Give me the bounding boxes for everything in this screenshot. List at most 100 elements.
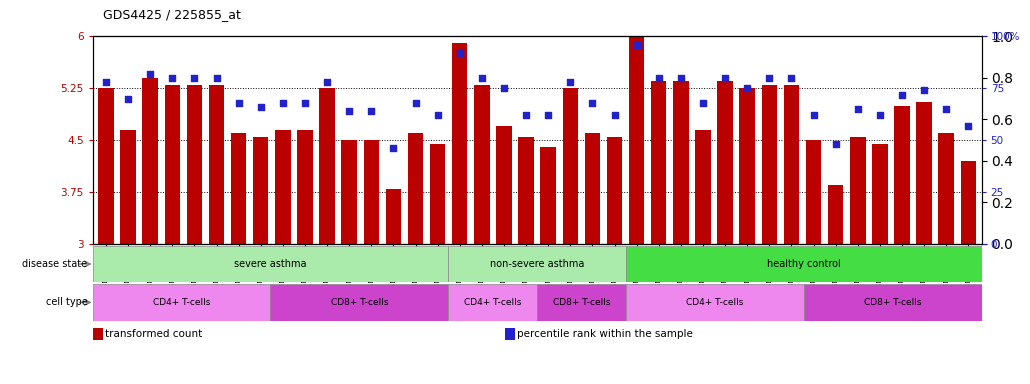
Bar: [562, 88, 578, 384]
Point: [783, 75, 799, 81]
Point: [651, 75, 667, 81]
Text: disease state: disease state: [23, 259, 88, 269]
Bar: [121, 130, 136, 384]
Bar: [93, 246, 448, 282]
Bar: [917, 102, 932, 384]
Bar: [717, 81, 732, 384]
Bar: [496, 126, 512, 384]
Text: healthy control: healthy control: [767, 259, 840, 269]
Bar: [538, 284, 626, 321]
Bar: [385, 189, 401, 384]
Bar: [626, 284, 803, 321]
Bar: [142, 78, 158, 384]
Bar: [938, 133, 954, 384]
Point: [186, 75, 203, 81]
Point: [695, 100, 712, 106]
Bar: [872, 144, 888, 384]
Point: [430, 112, 446, 118]
Bar: [448, 246, 626, 282]
Point: [319, 79, 336, 85]
Bar: [674, 81, 689, 384]
Point: [584, 100, 600, 106]
Bar: [364, 140, 379, 384]
Point: [407, 100, 423, 106]
Point: [208, 75, 225, 81]
Text: CD4+ T-cells: CD4+ T-cells: [464, 298, 521, 307]
Point: [275, 100, 291, 106]
Point: [385, 146, 402, 152]
Bar: [803, 284, 982, 321]
Text: CD4+ T-cells: CD4+ T-cells: [152, 298, 210, 307]
Bar: [626, 246, 982, 282]
Bar: [585, 133, 600, 384]
Text: GDS4425 / 225855_at: GDS4425 / 225855_at: [103, 8, 241, 21]
Bar: [448, 284, 538, 321]
Bar: [186, 85, 202, 384]
Point: [960, 122, 976, 129]
Point: [540, 112, 556, 118]
Point: [894, 91, 911, 98]
Point: [827, 141, 844, 147]
Bar: [98, 88, 113, 384]
Bar: [651, 81, 666, 384]
Text: CD4+ T-cells: CD4+ T-cells: [686, 298, 744, 307]
Bar: [452, 43, 468, 384]
Point: [916, 87, 932, 93]
Point: [451, 50, 468, 56]
Text: CD8+ T-cells: CD8+ T-cells: [331, 298, 388, 307]
Point: [562, 79, 579, 85]
Point: [518, 112, 535, 118]
Bar: [761, 85, 777, 384]
Text: non-severe asthma: non-severe asthma: [490, 259, 584, 269]
Bar: [253, 137, 269, 384]
Bar: [165, 85, 180, 384]
Bar: [850, 137, 865, 384]
Bar: [408, 133, 423, 384]
Bar: [784, 85, 799, 384]
Point: [495, 85, 512, 91]
Point: [98, 79, 114, 85]
Bar: [275, 130, 290, 384]
Bar: [209, 85, 225, 384]
Bar: [805, 140, 821, 384]
Bar: [474, 85, 489, 384]
Point: [938, 106, 955, 112]
Bar: [342, 140, 357, 384]
Point: [164, 75, 180, 81]
Point: [628, 42, 645, 48]
Bar: [607, 137, 622, 384]
Point: [119, 96, 136, 102]
Bar: [93, 284, 271, 321]
Point: [761, 75, 778, 81]
Bar: [541, 147, 556, 384]
Bar: [894, 106, 909, 384]
Bar: [629, 36, 645, 384]
Point: [850, 106, 866, 112]
Point: [363, 108, 379, 114]
Text: CD8+ T-cells: CD8+ T-cells: [864, 298, 922, 307]
Point: [739, 85, 755, 91]
Point: [474, 75, 490, 81]
Point: [673, 75, 689, 81]
Point: [607, 112, 623, 118]
Point: [297, 100, 313, 106]
Point: [717, 75, 733, 81]
Bar: [430, 144, 445, 384]
Text: transformed count: transformed count: [105, 329, 202, 339]
Text: CD8+ T-cells: CD8+ T-cells: [553, 298, 611, 307]
Point: [231, 100, 247, 106]
Text: percentile rank within the sample: percentile rank within the sample: [517, 329, 693, 339]
Point: [341, 108, 357, 114]
Text: severe asthma: severe asthma: [234, 259, 307, 269]
Bar: [961, 161, 976, 384]
Bar: [271, 284, 448, 321]
Point: [871, 112, 888, 118]
Bar: [231, 133, 246, 384]
Bar: [298, 130, 313, 384]
Bar: [740, 88, 755, 384]
Bar: [319, 88, 335, 384]
Point: [805, 112, 822, 118]
Bar: [695, 130, 711, 384]
Point: [142, 71, 159, 77]
Text: cell type: cell type: [45, 297, 88, 308]
